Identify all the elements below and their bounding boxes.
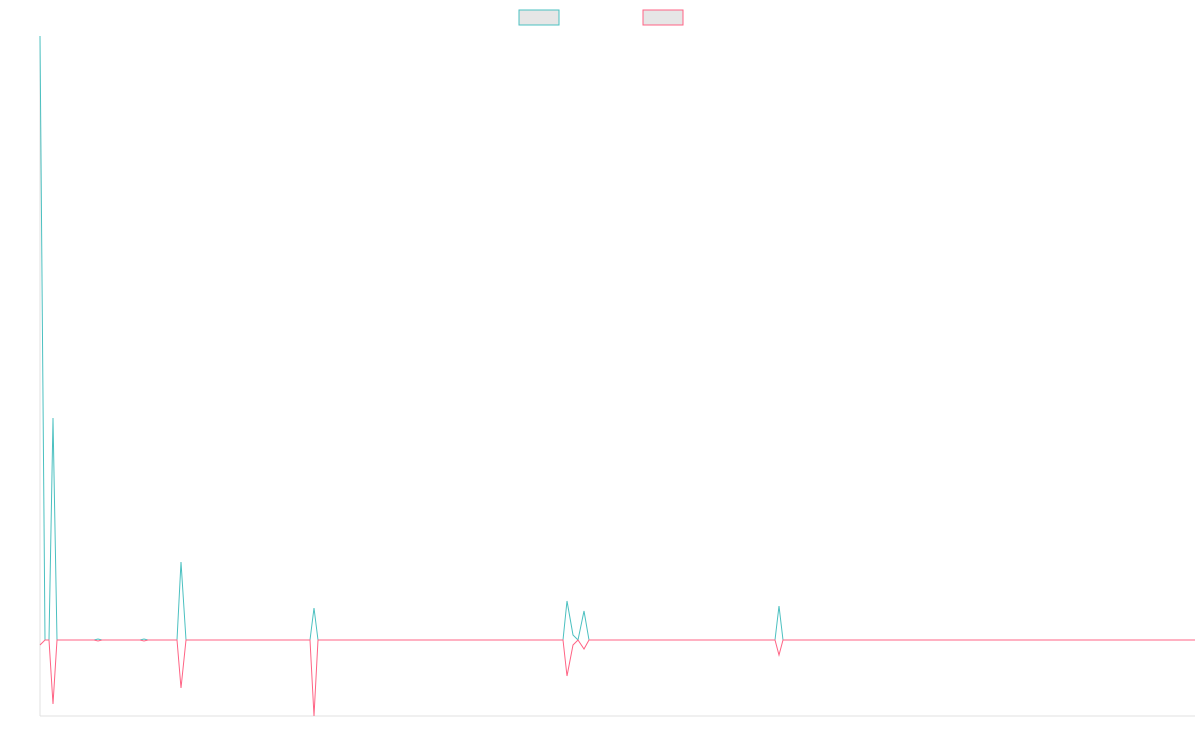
legend-swatch [518,9,560,26]
legend-swatch [642,9,684,26]
series-line [39,639,1195,717]
series-line [39,35,1195,642]
